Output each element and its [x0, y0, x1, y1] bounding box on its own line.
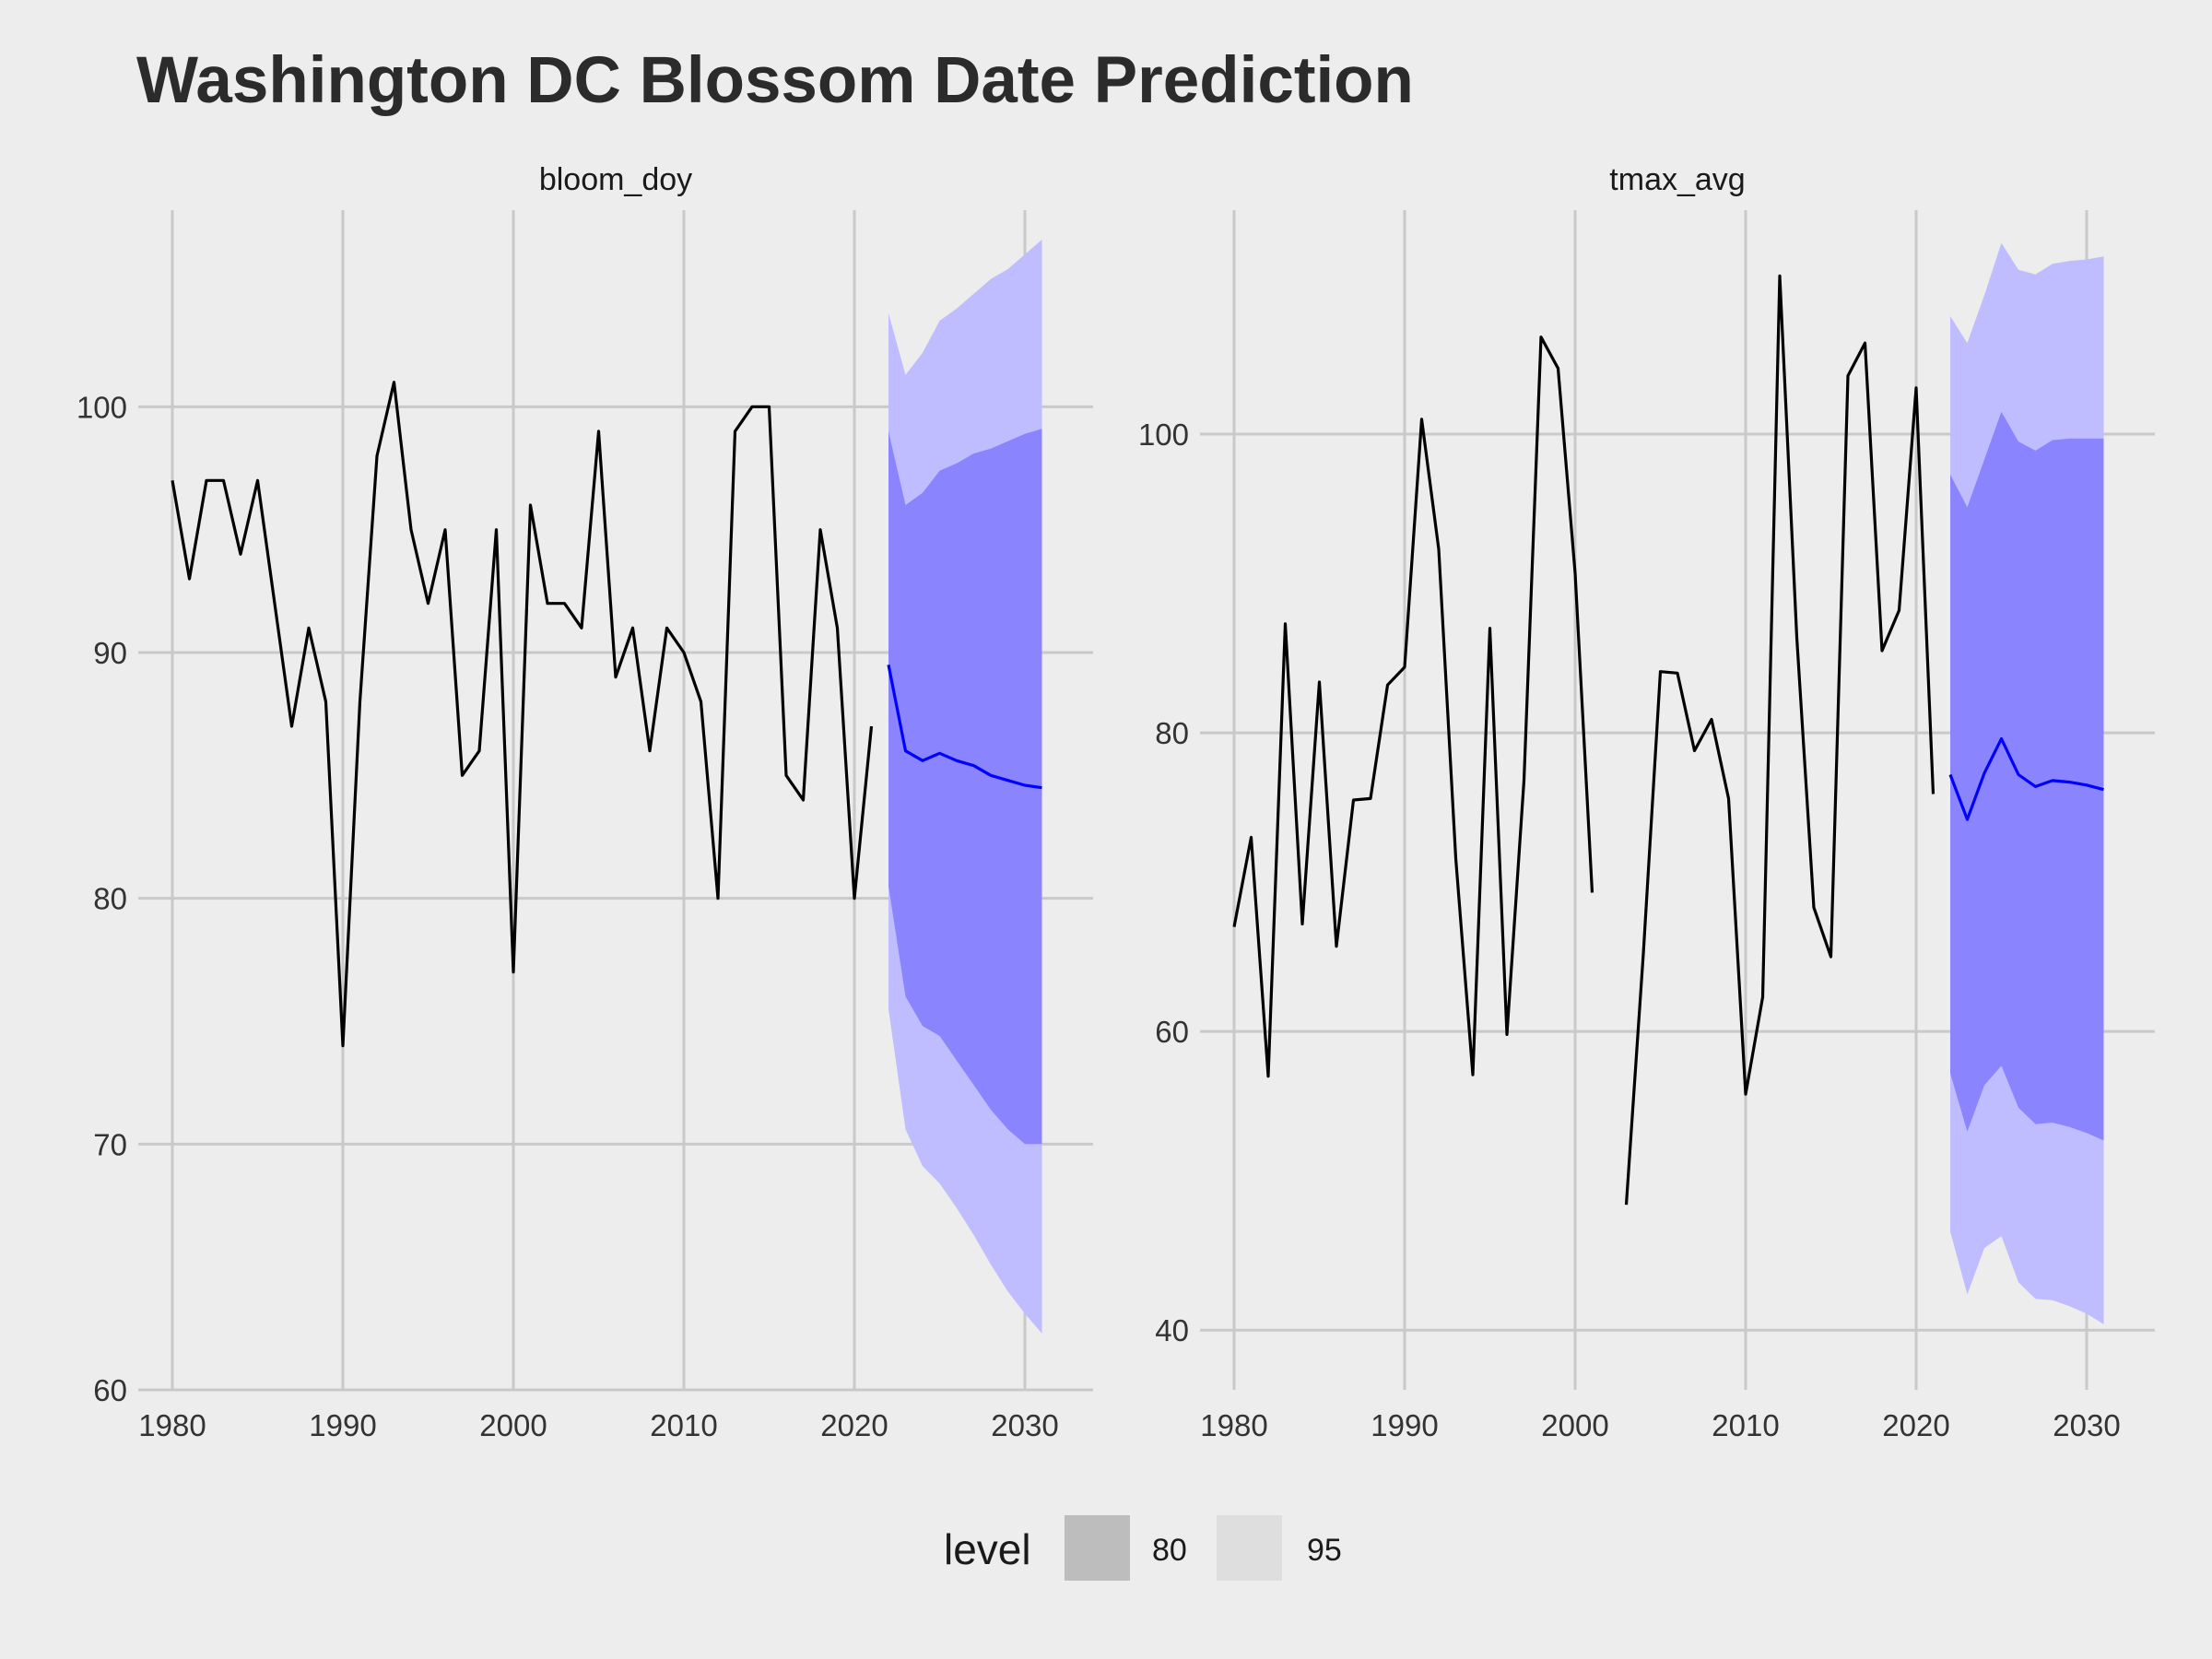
chart-title: Washington DC Blossom Date Prediction: [136, 44, 1414, 117]
forecast-mean-line: [887, 664, 1042, 790]
x-tick-label: 2020: [1882, 1408, 1949, 1442]
y-tick-label: 60: [93, 1373, 127, 1407]
x-tick-label: 2000: [479, 1408, 547, 1442]
history-line: [1232, 274, 1936, 1206]
y-tick-label: 90: [93, 636, 127, 670]
prediction-band-80: [888, 429, 1042, 1145]
x-tick-label: 1980: [138, 1408, 206, 1442]
legend-key-95: [1217, 1515, 1282, 1581]
panel-strip-label: bloom_doy: [539, 162, 692, 197]
legend: level 80 95: [944, 1515, 1342, 1581]
forecast-mean-line: [1948, 737, 2104, 821]
panel-tmax-avg: tmax_avg 40 60 80 100 1980 1990 2000 2010 2020 20…: [1138, 162, 2155, 1442]
panel-strip-label: tmax_avg: [1609, 162, 1745, 197]
y-tick-label: 80: [93, 882, 127, 916]
x-tick-label: 2020: [820, 1408, 888, 1442]
x-tick-label: 2010: [1712, 1408, 1779, 1442]
legend-label-80: 80: [1152, 1533, 1187, 1568]
x-tick-label: 1990: [1371, 1408, 1438, 1442]
y-tick-label: 60: [1155, 1015, 1189, 1049]
y-tick-label: 80: [1155, 716, 1189, 750]
x-tick-label: 2010: [650, 1408, 717, 1442]
prediction-band-80: [1950, 411, 2104, 1141]
legend-label-95: 95: [1307, 1533, 1342, 1568]
y-tick-label: 100: [76, 390, 127, 424]
y-tick-label: 100: [1138, 418, 1189, 452]
x-tick-label: 1980: [1200, 1408, 1267, 1442]
x-tick-label: 2030: [2053, 1408, 2120, 1442]
x-tick-label: 2030: [991, 1408, 1058, 1442]
x-tick-label: 2000: [1541, 1408, 1608, 1442]
history-line: [171, 381, 874, 1048]
legend-title: level: [944, 1525, 1031, 1573]
y-tick-label: 40: [1155, 1313, 1189, 1347]
panel-bloom-doy: bloom_doy 60 70 80 90 100 1980 1990 2000 2010 202…: [76, 162, 1093, 1442]
x-tick-label: 1990: [309, 1408, 376, 1442]
legend-key-80: [1065, 1515, 1130, 1581]
y-tick-label: 70: [93, 1127, 127, 1161]
